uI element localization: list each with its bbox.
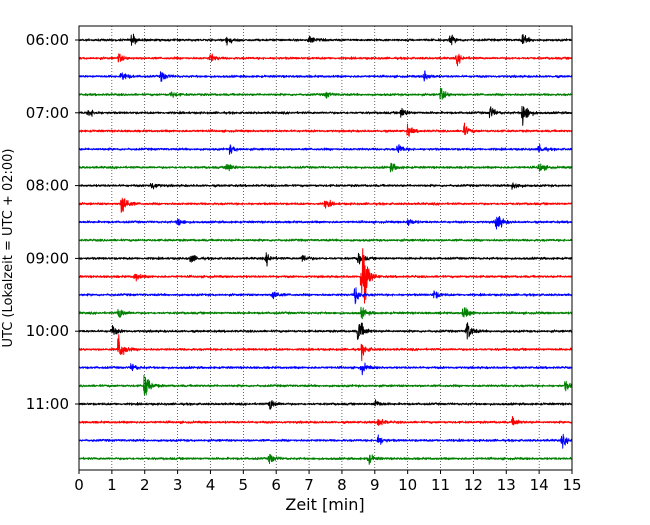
x-tick-label-10: 10 xyxy=(398,476,417,494)
trace-0730 xyxy=(78,143,573,155)
x-tick-label-12: 12 xyxy=(464,476,483,494)
trace-0845 xyxy=(78,238,573,243)
x-tick-label-8: 8 xyxy=(337,476,347,494)
trace-1115 xyxy=(78,416,573,426)
trace-0945 xyxy=(78,306,573,320)
trace-1130 xyxy=(78,433,573,449)
plot-area-background xyxy=(79,26,572,470)
trace-1145 xyxy=(78,453,573,465)
trace-0615 xyxy=(78,53,573,67)
trace-1030 xyxy=(78,362,573,376)
x-tick-label-4: 4 xyxy=(206,476,216,494)
x-axis-label: Zeit [min] xyxy=(285,495,364,514)
trace-0715 xyxy=(78,122,573,137)
trace-0600 xyxy=(78,33,573,46)
trace-0830 xyxy=(78,216,573,230)
x-tick-label-7: 7 xyxy=(304,476,314,494)
x-tick-label-0: 0 xyxy=(74,476,84,494)
x-tick-label-15: 15 xyxy=(562,476,581,494)
y-tick-label-08:00: 08:00 xyxy=(26,177,69,195)
trace-0815 xyxy=(78,197,573,213)
trace-0700 xyxy=(78,105,573,126)
grid-layer xyxy=(111,26,540,470)
trace-0900 xyxy=(78,252,573,267)
trace-0800 xyxy=(78,182,573,190)
trace-1015 xyxy=(78,334,573,362)
x-tick-label-11: 11 xyxy=(431,476,450,494)
y-tick-label-07:00: 07:00 xyxy=(26,104,69,122)
trace-layer xyxy=(78,33,573,465)
x-tick-label-5: 5 xyxy=(239,476,249,494)
x-tick-label-9: 9 xyxy=(370,476,380,494)
trace-0645 xyxy=(78,87,573,100)
trace-1100 xyxy=(78,399,573,410)
trace-0630 xyxy=(78,70,573,82)
trace-1045 xyxy=(78,374,573,396)
y-tick-label-11:00: 11:00 xyxy=(26,395,69,413)
trace-1000 xyxy=(78,322,573,340)
x-tick-label-1: 1 xyxy=(107,476,117,494)
trace-0915 xyxy=(78,248,573,304)
y-tick-label-09:00: 09:00 xyxy=(26,249,69,267)
x-tick-label-6: 6 xyxy=(271,476,281,494)
x-tick-label-13: 13 xyxy=(497,476,516,494)
y-tick-label-06:00: 06:00 xyxy=(26,31,69,49)
plot-frame xyxy=(78,25,573,471)
x-tick-label-3: 3 xyxy=(173,476,183,494)
trace-0745 xyxy=(78,162,573,173)
trace-0930 xyxy=(78,287,573,305)
y-tick-label-10:00: 10:00 xyxy=(26,322,69,340)
axis-layer: 0 1 2 3 4 5 6 7 8 9 10 11 12 13 14 1506:0007:0008:0009:… xyxy=(26,31,582,494)
x-tick-label-2: 2 xyxy=(140,476,150,494)
y-axis-label: UTC (Lokalzeit = UTC + 02:00) xyxy=(1,149,16,348)
x-tick-label-14: 14 xyxy=(530,476,549,494)
